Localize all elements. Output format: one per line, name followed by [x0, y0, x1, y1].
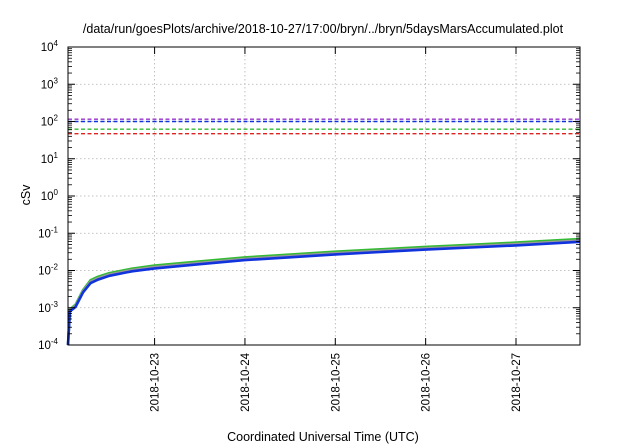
series-layer: [66, 118, 581, 346]
y-tick-label: 103: [41, 76, 59, 91]
y-tick-label: 10-2: [38, 263, 58, 278]
y-tick-label: 104: [41, 39, 59, 54]
y-tick-label: 10-3: [38, 300, 58, 315]
x-ticks: 2018-10-23 2018-10-24 2018-10-25 2018-10-26…: [150, 47, 523, 412]
y-axis-label: cSv: [19, 184, 33, 206]
y-tick-label: 102: [41, 114, 59, 129]
accumulated-dose-line: [66, 240, 581, 346]
x-tick-label: 2018-10-27: [511, 353, 523, 412]
y-tick-label: 10-1: [38, 225, 58, 240]
y-tick-label: 100: [41, 188, 59, 203]
x-tick-label: 2018-10-23: [150, 353, 162, 412]
x-axis-label: Coordinated Universal Time (UTC): [227, 430, 419, 444]
x-tick-label: 2018-10-26: [421, 353, 433, 412]
y-ticks: 10-4 10-3 10-2 10-1 100 101 102 103 104: [38, 39, 580, 352]
grid-lines: [68, 47, 580, 345]
x-tick-label: 2018-10-24: [240, 352, 252, 411]
y-tick-label: 10-4: [38, 337, 58, 352]
y-tick-label: 101: [41, 151, 59, 166]
x-tick-label: 2018-10-25: [330, 353, 342, 412]
chart-title: /data/run/goesPlots/archive/2018-10-27/1…: [83, 22, 564, 36]
